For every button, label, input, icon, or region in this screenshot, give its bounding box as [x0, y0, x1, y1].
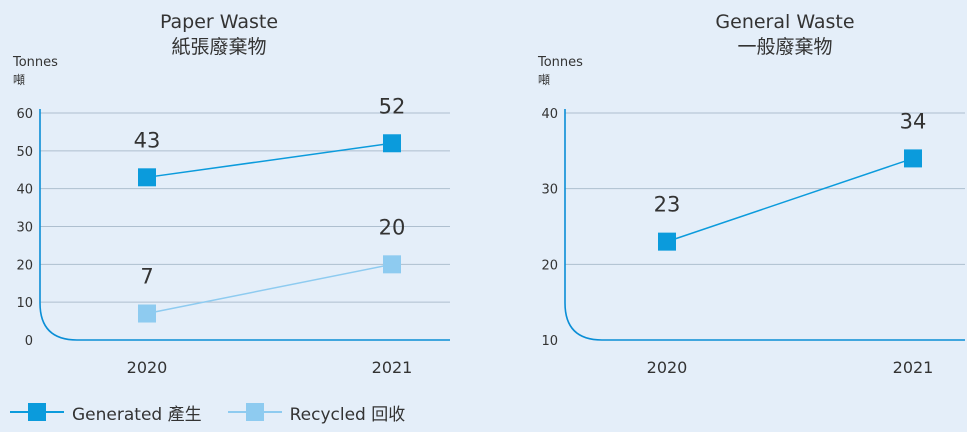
legend-recycled-swatch	[227, 402, 282, 422]
chart-2-generated-data-label-2020: 23	[654, 193, 681, 217]
chart-2-title: General Waste	[715, 11, 854, 33]
chart-1-generated-marker-2021	[383, 134, 401, 153]
legend-item-recycled: Recycled 回收	[227, 400, 406, 425]
chart-1-ylabel-sub: 噸	[13, 73, 25, 87]
chart-1-ytick-50: 50	[16, 145, 33, 160]
chart-1-generated-marker-2020	[138, 168, 156, 187]
chart-1-subtitle: 紙張廢棄物	[171, 36, 266, 58]
chart-2-axis	[564, 109, 965, 341]
chart-1-generated-data-label-2021: 52	[379, 94, 406, 118]
legend-generated-square-icon	[28, 403, 46, 421]
chart-1-generated-data-label-2020: 43	[134, 128, 161, 152]
legend-generated-label: Generated 產生	[72, 404, 202, 425]
legend: Generated 產生 Recycled 回收	[10, 398, 431, 426]
chart-2-ytick-10: 10	[541, 334, 558, 349]
chart-1-ytick-20: 20	[16, 258, 33, 273]
chart-1-axis	[39, 109, 450, 341]
chart-1-title: Paper Waste	[160, 11, 278, 33]
chart-1-xtick-2020: 2020	[127, 358, 168, 377]
chart-1-ytick-0: 0	[25, 334, 33, 349]
chart-2-generated-marker-2021	[904, 149, 922, 168]
chart-2-ytick-40: 40	[541, 107, 558, 122]
legend-generated-swatch	[10, 402, 64, 422]
legend-recycled-square-icon	[245, 403, 264, 421]
chart-2-ylabel: Tonnes	[537, 55, 583, 70]
chart-1-ytick-60: 60	[16, 107, 33, 122]
legend-item-generated: Generated 產生	[10, 400, 202, 425]
chart-1-generated-line	[146, 142, 393, 179]
chart-2-ylabel-sub: 噸	[538, 73, 550, 87]
chart-1-xtick-2021: 2021	[372, 358, 413, 377]
chart-2-generated-data-label-2021: 34	[900, 109, 927, 133]
chart-2-xtick-2020: 2020	[647, 358, 688, 377]
chart-1-ytick-30: 30	[16, 221, 33, 236]
chart-2-generated-marker-2020	[658, 232, 676, 251]
chart-1-recycled-marker-2021	[383, 255, 401, 274]
legend-recycled-label: Recycled 回收	[289, 404, 406, 425]
chart-2-generated-line	[666, 157, 914, 243]
chart-2-ytick-30: 30	[541, 183, 558, 198]
chart-2-subtitle: 一般廢棄物	[737, 36, 832, 58]
chart-1-recycled-line	[146, 263, 393, 315]
chart-1-recycled-data-label-2020: 7	[140, 265, 153, 289]
chart-2-ytick-20: 20	[541, 258, 558, 273]
chart-1-ytick-10: 10	[16, 296, 33, 311]
chart-1-ytick-40: 40	[16, 183, 33, 198]
chart-2-xtick-2021: 2021	[893, 358, 934, 377]
chart-1-recycled-marker-2020	[138, 304, 156, 323]
chart-1-recycled-data-label-2021: 20	[379, 215, 406, 239]
chart-1-ylabel: Tonnes	[12, 55, 58, 70]
